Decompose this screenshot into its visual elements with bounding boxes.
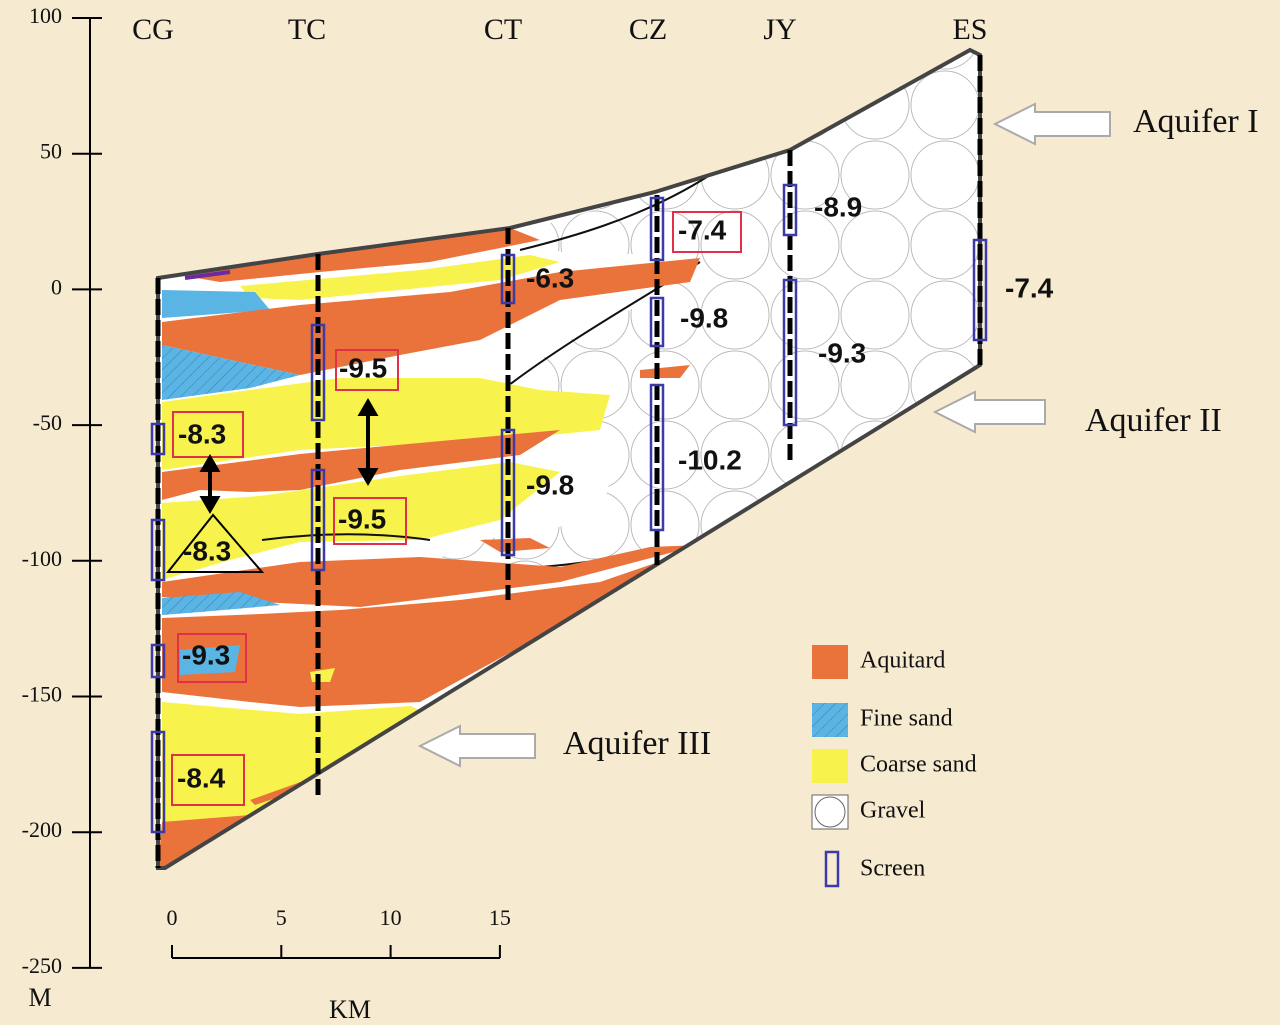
head-label: -9.5 bbox=[338, 503, 386, 534]
legend-part bbox=[812, 749, 848, 783]
head-label: -8.3 bbox=[178, 418, 226, 449]
head-label: -8.4 bbox=[177, 762, 226, 793]
well-name: TC bbox=[288, 13, 326, 46]
head-label: -8.3 bbox=[183, 535, 231, 566]
head-label: -7.4 bbox=[1005, 272, 1054, 303]
tick-label: 100 bbox=[29, 3, 62, 28]
head-label: -9.5 bbox=[339, 352, 387, 383]
tick-label: -150 bbox=[22, 682, 62, 707]
tick-label: 5 bbox=[276, 905, 287, 930]
head-label: -9.3 bbox=[818, 337, 866, 368]
tick-label: 15 bbox=[489, 905, 511, 930]
tick-label: 10 bbox=[380, 905, 402, 930]
tick-label: -100 bbox=[22, 546, 62, 571]
head-label: -8.9 bbox=[814, 191, 862, 222]
distance-unit: KM bbox=[329, 995, 371, 1024]
head-label: -6.3 bbox=[526, 262, 574, 293]
tick-label: 0 bbox=[51, 274, 62, 299]
legend-label: Fine sand bbox=[860, 706, 953, 732]
tick-label: 50 bbox=[40, 139, 62, 164]
elevation-unit: M bbox=[28, 983, 51, 1012]
head-label: -9.8 bbox=[680, 302, 728, 333]
tick-label: -250 bbox=[22, 953, 62, 978]
tick-label: -50 bbox=[33, 410, 62, 435]
legend-label: Gravel bbox=[860, 798, 926, 824]
aquifer-label: Aquifer I bbox=[1133, 103, 1259, 140]
legend-label: Coarse sand bbox=[860, 752, 977, 778]
well-name: CZ bbox=[629, 13, 667, 46]
well-name: CG bbox=[132, 13, 174, 46]
legend-part bbox=[812, 795, 848, 829]
aquifer-label: Aquifer III bbox=[563, 725, 711, 762]
well-name: JY bbox=[763, 13, 796, 46]
head-label: -9.8 bbox=[526, 469, 574, 500]
well-name: ES bbox=[952, 13, 987, 46]
head-label: -10.2 bbox=[678, 444, 742, 475]
head-label: -9.3 bbox=[182, 639, 230, 670]
well-name: CT bbox=[484, 13, 522, 46]
cross-section-figure: 100 50 0 -50 -100 -150 -200 -250 M 0 5 10 15 KM CG… bbox=[0, 0, 1280, 1025]
legend-label: Screen bbox=[860, 856, 925, 882]
tick-label: -200 bbox=[22, 817, 62, 842]
head-label: -7.4 bbox=[678, 214, 727, 245]
tick-label: 0 bbox=[167, 905, 178, 930]
legend-label: Aquitard bbox=[860, 648, 945, 674]
legend-part bbox=[812, 703, 848, 737]
legend-part bbox=[812, 645, 848, 679]
aquifer-label: Aquifer II bbox=[1085, 402, 1222, 439]
